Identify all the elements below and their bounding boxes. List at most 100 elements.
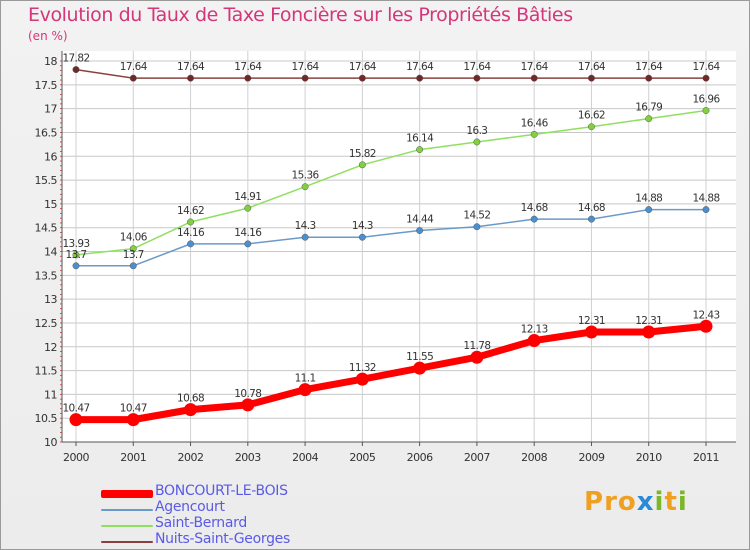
data-point bbox=[473, 223, 481, 231]
data-point bbox=[470, 350, 484, 364]
data-point bbox=[527, 334, 541, 348]
data-label: 13.7 bbox=[66, 249, 87, 261]
data-label: 15.36 bbox=[292, 170, 320, 182]
data-label: 14.62 bbox=[177, 205, 204, 217]
data-point bbox=[530, 215, 538, 223]
data-label: 17.64 bbox=[635, 61, 663, 73]
data-point bbox=[301, 233, 309, 241]
data-point bbox=[588, 215, 595, 223]
legend-swatch bbox=[101, 490, 153, 498]
data-point bbox=[355, 372, 369, 386]
logo-letter: P bbox=[584, 487, 605, 517]
y-tick-label: 17.5 bbox=[35, 79, 58, 92]
data-point bbox=[584, 325, 598, 339]
data-label: 17.64 bbox=[578, 61, 606, 73]
y-axis-unit: (en %) bbox=[28, 29, 68, 43]
data-point bbox=[72, 66, 80, 74]
legend-label: Agencourt bbox=[155, 499, 225, 515]
data-label: 10.47 bbox=[62, 403, 89, 415]
data-point bbox=[301, 74, 309, 82]
x-tick-label: 2006 bbox=[407, 451, 433, 464]
data-label: 17.64 bbox=[234, 61, 262, 73]
plot-area bbox=[62, 51, 736, 442]
data-point bbox=[129, 262, 137, 270]
data-label: 15.82 bbox=[349, 148, 376, 160]
data-label: 14.3 bbox=[352, 220, 373, 232]
data-label: 14.06 bbox=[120, 232, 148, 244]
logo-letter: r bbox=[604, 487, 618, 517]
data-point bbox=[244, 74, 252, 82]
data-label: 17.64 bbox=[292, 61, 320, 73]
data-point bbox=[187, 74, 194, 82]
data-label: 10.68 bbox=[177, 393, 204, 405]
data-label: 12.31 bbox=[635, 315, 662, 327]
data-point bbox=[244, 204, 252, 212]
data-label: 10.78 bbox=[234, 388, 261, 400]
proxiti-logo: Proxiti bbox=[584, 487, 688, 517]
x-tick-label: 2010 bbox=[636, 451, 662, 464]
data-label: 16.46 bbox=[521, 117, 549, 129]
data-point bbox=[642, 325, 656, 339]
data-point bbox=[358, 233, 366, 241]
x-tick-label: 2005 bbox=[349, 451, 375, 464]
y-tick-label: 15 bbox=[44, 198, 57, 211]
data-point bbox=[184, 403, 198, 417]
data-point bbox=[702, 206, 710, 214]
legend-label: Saint-Bernard bbox=[155, 515, 247, 531]
y-tick-label: 13 bbox=[44, 293, 57, 306]
y-tick-label: 15.5 bbox=[35, 174, 58, 187]
x-tick-label: 2000 bbox=[63, 451, 89, 464]
y-tick-label: 10 bbox=[44, 436, 57, 449]
data-label: 16.79 bbox=[635, 102, 662, 114]
data-point bbox=[645, 206, 653, 214]
data-point bbox=[72, 262, 80, 270]
data-label: 11.32 bbox=[349, 362, 376, 374]
data-label: 12.43 bbox=[692, 309, 719, 321]
data-point bbox=[702, 107, 710, 114]
data-point bbox=[241, 398, 255, 412]
data-point bbox=[358, 74, 366, 82]
legend-label: BONCOURT-LE-BOIS bbox=[155, 483, 288, 499]
data-point bbox=[69, 413, 83, 427]
data-point bbox=[358, 161, 366, 169]
data-label: 14.68 bbox=[578, 202, 605, 214]
data-label: 17.64 bbox=[349, 61, 377, 73]
data-point bbox=[244, 240, 252, 248]
x-tick-label: 2008 bbox=[521, 451, 547, 464]
data-point bbox=[699, 319, 713, 333]
logo-letter: t bbox=[664, 487, 678, 517]
legend-swatch bbox=[101, 525, 153, 527]
y-tick-label: 11 bbox=[44, 388, 57, 401]
x-tick-label: 2007 bbox=[464, 451, 490, 464]
x-tick-label: 2011 bbox=[693, 451, 719, 464]
x-tick-label: 2009 bbox=[578, 451, 604, 464]
y-tick-label: 14 bbox=[44, 246, 57, 259]
data-label: 14.91 bbox=[234, 191, 261, 203]
data-point bbox=[129, 245, 137, 253]
data-label: 17.64 bbox=[692, 61, 720, 73]
series-line-boncourt-le-bois bbox=[76, 322, 707, 424]
data-point bbox=[702, 74, 710, 82]
data-point bbox=[588, 74, 595, 82]
data-label: 14.88 bbox=[635, 193, 662, 205]
x-tick-label: 2002 bbox=[178, 451, 204, 464]
data-label: 14.88 bbox=[692, 193, 719, 205]
chart-title: Evolution du Taux de Taxe Foncière sur l… bbox=[28, 4, 573, 26]
data-label: 10.47 bbox=[120, 403, 147, 415]
y-tick-label: 12.5 bbox=[35, 317, 58, 330]
data-point bbox=[413, 361, 427, 375]
data-label: 12.31 bbox=[578, 315, 605, 327]
data-label: 11.1 bbox=[295, 373, 316, 385]
data-label: 14.16 bbox=[234, 227, 262, 239]
data-label: 17.82 bbox=[62, 53, 89, 65]
y-tick-label: 16 bbox=[44, 150, 57, 163]
data-label: 16.96 bbox=[692, 94, 720, 106]
data-label: 13.7 bbox=[123, 249, 144, 261]
series-line-agencourt bbox=[76, 208, 706, 267]
data-point bbox=[645, 115, 653, 123]
data-point bbox=[473, 74, 481, 82]
data-label: 16.3 bbox=[466, 125, 487, 137]
data-label: 14.16 bbox=[177, 227, 205, 239]
logo-letter: x bbox=[636, 487, 655, 517]
